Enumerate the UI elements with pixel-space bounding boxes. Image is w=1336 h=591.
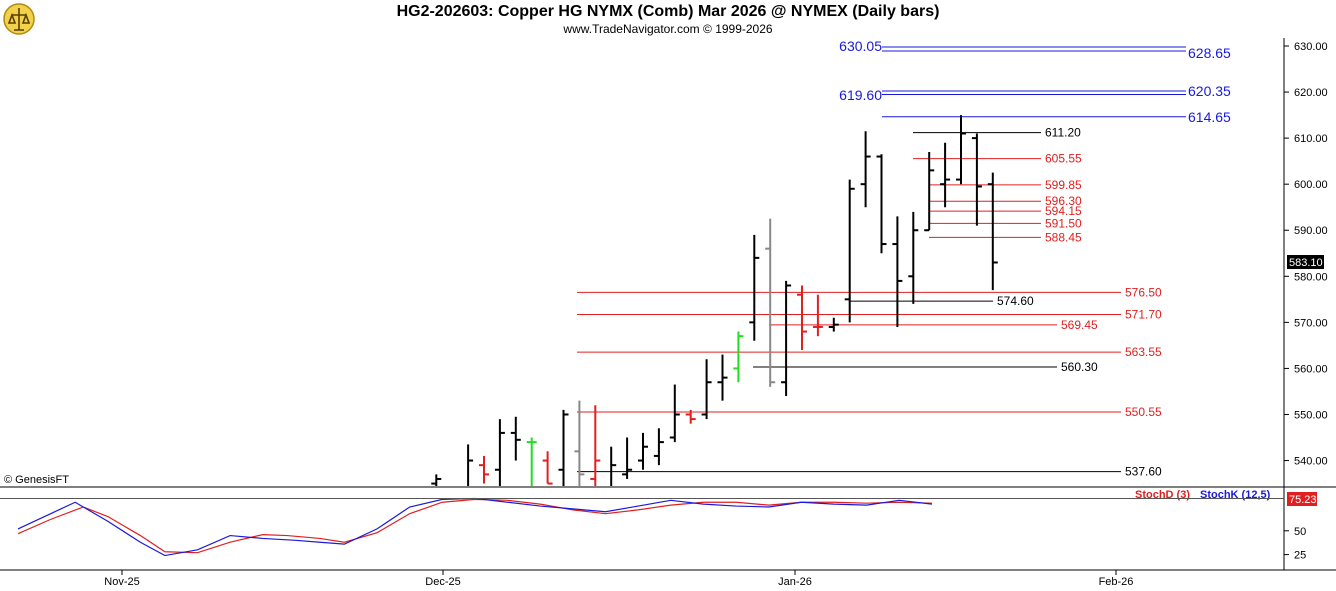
y-tick-label: 560.00 bbox=[1294, 363, 1328, 375]
ohlc-bar bbox=[828, 317, 839, 332]
ohlc-bar bbox=[987, 172, 998, 291]
level-label-596-30: 596.30 bbox=[1045, 194, 1082, 208]
y-tick-label: 570.00 bbox=[1294, 317, 1328, 329]
level-label-574-60: 574.60 bbox=[997, 294, 1034, 308]
x-tick-label: Dec-25 bbox=[425, 576, 460, 588]
ohlc-bar bbox=[971, 133, 982, 226]
ohlc-bar bbox=[956, 115, 966, 185]
ohlc-bar bbox=[781, 280, 792, 397]
ohlc-bar bbox=[844, 179, 855, 323]
copyright-text: © GenesisFT bbox=[4, 474, 69, 486]
level-label-576-50: 576.50 bbox=[1125, 285, 1162, 299]
ohlc-bar bbox=[749, 234, 760, 341]
price-bars bbox=[431, 115, 998, 486]
ohlc-bar bbox=[574, 400, 585, 486]
legend-stochd: StochD (3) bbox=[1135, 489, 1190, 501]
chart-title: HG2-202603: Copper HG NYMX (Comb) Mar 20… bbox=[396, 3, 940, 20]
level-label-628-65: 628.65 bbox=[1188, 45, 1231, 61]
ohlc-bar bbox=[590, 405, 601, 486]
ohlc-bar bbox=[733, 331, 744, 383]
y-tick-label: 600.00 bbox=[1294, 179, 1328, 191]
ohlc-bar bbox=[860, 131, 871, 208]
level-label-588-45: 588.45 bbox=[1045, 230, 1082, 244]
y-tick-label: 540.00 bbox=[1294, 456, 1328, 468]
ohlc-bar bbox=[908, 211, 919, 304]
ohlc-bar bbox=[610, 446, 617, 486]
ohlc-bar bbox=[892, 216, 903, 327]
level-label-605-55: 605.55 bbox=[1045, 152, 1082, 166]
ohlc-bar bbox=[653, 428, 664, 466]
ohlc-bar bbox=[494, 419, 505, 486]
ohlc-bar bbox=[924, 151, 935, 232]
ohlc-bar bbox=[765, 218, 776, 387]
series-line-stochd bbox=[17, 498, 932, 554]
level-label-563-55: 563.55 bbox=[1125, 345, 1162, 359]
y-tick-label: 620.00 bbox=[1294, 87, 1328, 99]
trade-navigator-logo-icon bbox=[3, 3, 35, 35]
ohlc-bar bbox=[685, 409, 696, 424]
ohlc-bar bbox=[510, 416, 521, 461]
last-price-tag bbox=[1287, 255, 1324, 270]
ohlc-bar bbox=[940, 142, 951, 208]
y-tick-label: 580.00 bbox=[1294, 271, 1328, 283]
ohlc-bar bbox=[467, 444, 474, 486]
osc-last-value-label: 75.23 bbox=[1289, 494, 1317, 506]
level-label-630-05: 630.05 bbox=[839, 38, 882, 54]
last-price-label: 583.10 bbox=[1289, 257, 1323, 269]
axes: 630.00 620.00 610.00 600.00 590.00 580.00 570.… bbox=[0, 38, 1336, 588]
ohlc-bar bbox=[431, 474, 442, 486]
osc-tick-label: 25 bbox=[1294, 550, 1306, 562]
x-tick-label: Jan-26 bbox=[778, 576, 812, 588]
osc-tick-label: 50 bbox=[1294, 526, 1306, 538]
ohlc-bar bbox=[622, 437, 633, 479]
y-tick-label: 590.00 bbox=[1294, 225, 1328, 237]
y-tick-label: 550.00 bbox=[1294, 409, 1328, 421]
ohlc-bar bbox=[526, 437, 537, 486]
level-lines: 630.05 628.65 619.60 620.35 614.65 611.20 605.… bbox=[577, 38, 1231, 479]
ohlc-bar bbox=[638, 432, 648, 470]
level-label-599-85: 599.85 bbox=[1045, 178, 1082, 192]
ohlc-bar bbox=[669, 384, 680, 443]
legend-stochk: StochK (12,5) bbox=[1200, 489, 1271, 501]
level-label-550-55: 550.55 bbox=[1125, 405, 1162, 419]
ohlc-bar bbox=[542, 451, 553, 485]
ohlc-bar bbox=[717, 354, 728, 401]
x-tick-label: Nov-25 bbox=[104, 576, 139, 588]
ohlc-bar bbox=[812, 294, 823, 337]
level-label-594-15: 594.15 bbox=[1045, 204, 1082, 218]
chart-header: HG2-202603: Copper HG NYMX (Comb) Mar 20… bbox=[0, 0, 1336, 38]
level-label-619-60: 619.60 bbox=[839, 87, 882, 103]
ohlc-bar bbox=[876, 154, 887, 254]
ohlc-bar bbox=[797, 285, 807, 350]
ohlc-bar bbox=[558, 409, 569, 486]
level-label-614-65: 614.65 bbox=[1188, 109, 1231, 125]
level-label-611-20: 611.20 bbox=[1045, 126, 1081, 140]
ohlc-bar bbox=[479, 455, 489, 484]
chart-subtitle: www.TradeNavigator.com © 1999-2026 bbox=[563, 22, 773, 36]
level-label-620-35: 620.35 bbox=[1188, 83, 1231, 99]
level-label-571-70: 571.70 bbox=[1125, 308, 1162, 322]
x-tick-label: Feb-26 bbox=[1099, 576, 1134, 588]
level-label-591-50: 591.50 bbox=[1045, 216, 1082, 230]
y-tick-label: 630.00 bbox=[1294, 41, 1328, 53]
y-tick-label: 610.00 bbox=[1294, 133, 1328, 145]
level-label-560-30: 560.30 bbox=[1061, 360, 1098, 374]
level-label-537-60: 537.60 bbox=[1125, 465, 1162, 479]
osc-last-value-tag bbox=[1287, 492, 1317, 506]
level-label-569-45: 569.45 bbox=[1061, 318, 1098, 332]
ohlc-bar bbox=[701, 359, 712, 420]
